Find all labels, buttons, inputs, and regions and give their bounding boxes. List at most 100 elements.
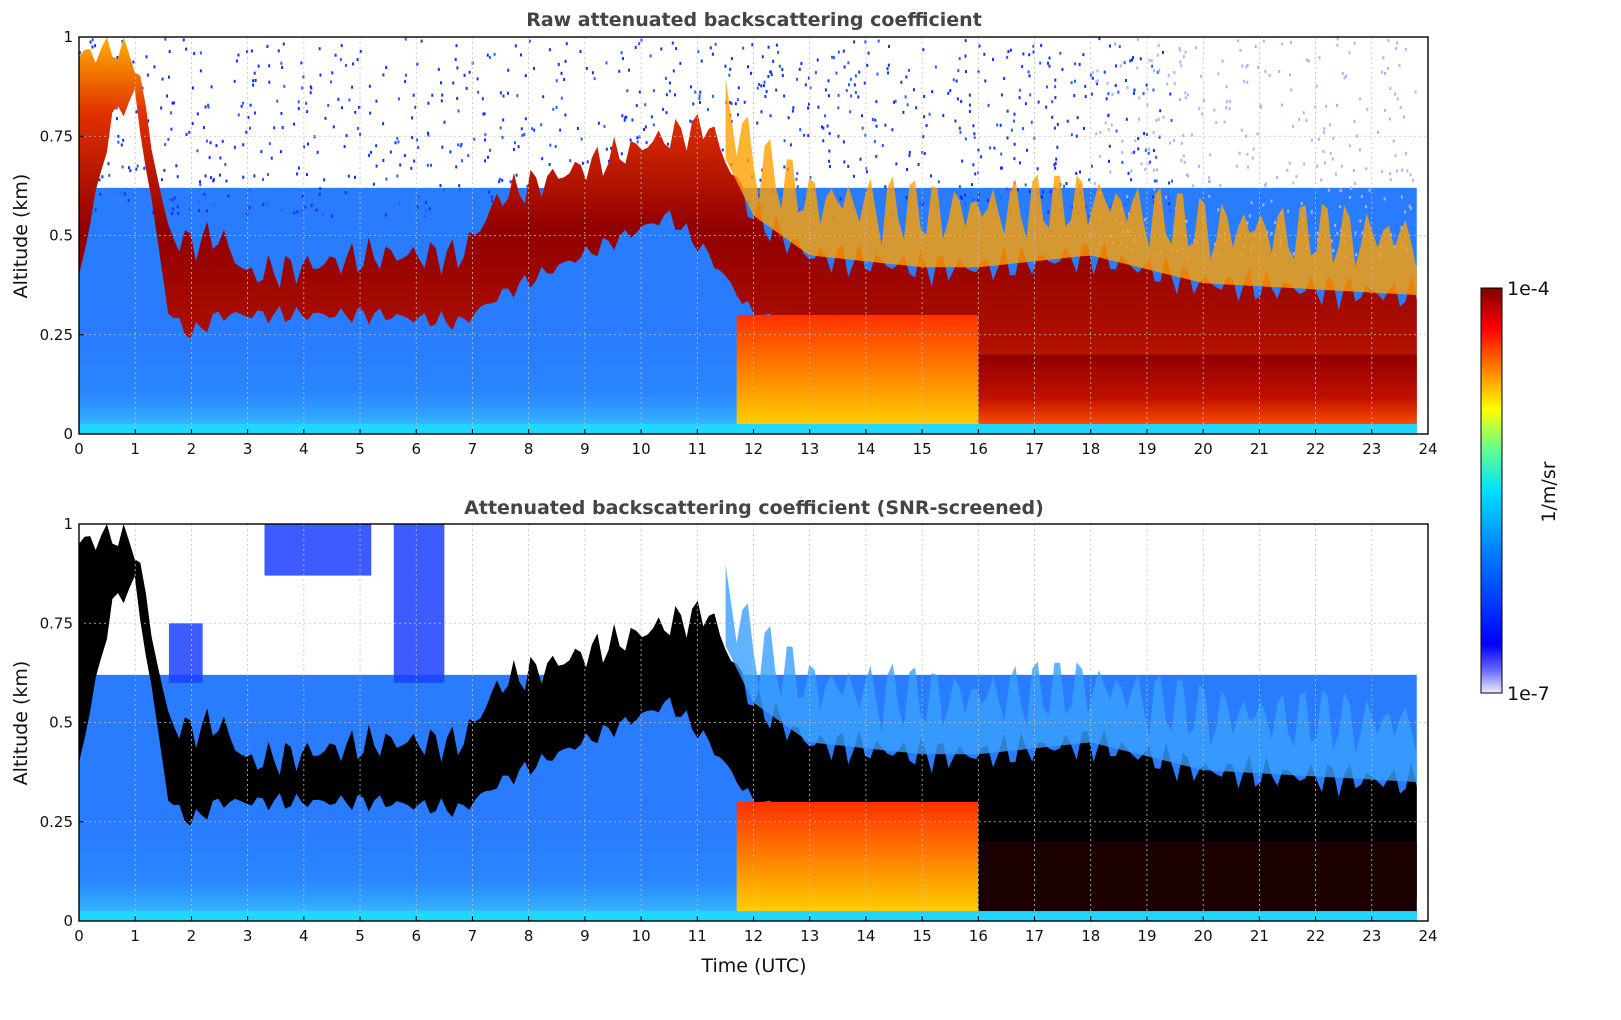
noise-pixel [487,155,490,159]
noise-pixel [240,104,243,108]
noise-pixel [1164,195,1167,199]
noise-pixel [769,114,772,118]
noise-pixel [1305,58,1308,62]
noise-pixel [319,187,322,191]
noise-pixel [1380,169,1383,173]
noise-pixel [1096,82,1099,86]
noise-pixel [610,146,613,150]
noise-pixel [424,208,427,212]
noise-pixel [1055,157,1058,161]
noise-pixel [775,43,778,47]
noise-pixel [1114,42,1117,46]
noise-pixel [1149,160,1152,164]
noise-pixel [176,175,179,179]
x-tick-label: 17 [1025,440,1044,458]
noise-pixel [168,197,171,201]
noise-pixel [1343,76,1346,80]
noise-pixel [1246,63,1249,67]
noise-pixel [968,93,971,97]
noise-pixel [340,44,343,48]
noise-pixel [1353,41,1356,45]
noise-pixel [348,98,351,102]
noise-pixel [345,134,348,138]
noise-pixel [999,123,1002,127]
noise-pixel [542,95,545,99]
noise-pixel [971,183,974,187]
noise-pixel [1054,78,1057,82]
noise-pixel [249,188,252,192]
noise-pixel [300,61,303,65]
noise-pixel [281,65,284,69]
noise-pixel [501,135,504,139]
noise-pixel [1365,205,1368,209]
noise-pixel [1146,87,1149,91]
noise-pixel [730,57,733,61]
x-tick-label: 12 [744,440,763,458]
noise-pixel [1000,166,1003,170]
noise-pixel [121,165,124,169]
noise-pixel [1024,102,1027,106]
noise-pixel [1096,69,1099,73]
noise-pixel [107,162,110,166]
noise-pixel [1270,199,1273,203]
noise-pixel [1022,52,1025,56]
noise-pixel [1329,151,1332,155]
noise-pixel [958,185,961,189]
noise-pixel [304,205,307,209]
noise-pixel [1241,64,1244,68]
noise-pixel [396,174,399,178]
noise-pixel [959,195,962,199]
noise-pixel [514,141,517,145]
noise-pixel [1107,113,1110,117]
noise-pixel [207,105,210,109]
noise-pixel [152,211,155,215]
noise-pixel [1226,100,1229,104]
noise-pixel [839,197,842,201]
noise-pixel [517,145,520,149]
noise-pixel [824,114,827,118]
noise-pixel [1048,56,1051,60]
panel-raw-grid [79,37,1428,434]
noise-pixel [375,144,378,148]
noise-pixel [1332,136,1335,140]
noise-pixel [1307,59,1310,63]
noise-pixel [399,163,402,167]
noise-pixel [270,156,273,160]
noise-pixel [1114,84,1117,88]
noise-pixel [1106,81,1109,85]
noise-pixel [858,70,861,74]
noise-pixel [502,118,505,122]
noise-pixel [1123,61,1126,65]
x-tick-label: 5 [355,927,365,945]
noise-pixel [1180,64,1183,68]
noise-pixel [1300,201,1303,205]
noise-pixel [306,110,309,114]
x-tick-label: 4 [299,440,309,458]
noise-pixel [664,76,667,80]
noise-pixel [1096,79,1099,83]
noise-pixel [1009,48,1012,52]
noise-pixel [861,126,864,130]
noise-pixel [618,69,621,73]
noise-pixel [949,89,952,93]
noise-pixel [843,160,846,164]
noise-pixel [1143,132,1146,136]
noise-pixel [1185,219,1188,223]
noise-pixel [405,73,408,77]
noise-pixel [908,150,911,154]
noise-pixel [359,132,362,136]
noise-pixel [1056,145,1059,149]
noise-pixel [854,74,857,78]
noise-pixel [524,74,527,78]
noise-pixel [1065,182,1068,186]
noise-pixel [247,115,250,119]
noise-pixel [1331,157,1334,161]
noise-pixel [650,115,653,119]
noise-pixel [193,52,196,56]
noise-pixel [902,110,905,114]
noise-pixel [563,78,566,82]
noise-pixel [1146,133,1149,137]
noise-pixel [1287,209,1290,213]
noise-pixel [426,163,429,167]
y-tick-label: 0 [63,912,73,930]
